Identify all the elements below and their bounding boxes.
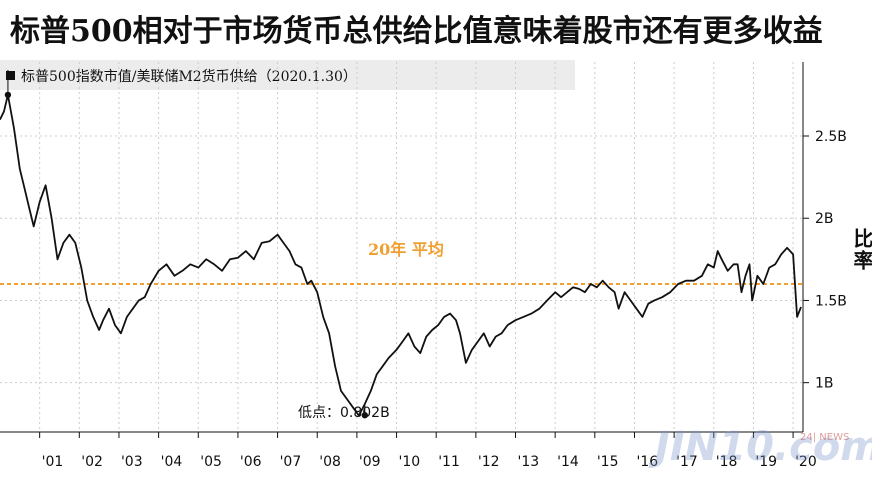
legend-text: 标普500指数市值/美联储M2货币供给（2020.1.30） <box>21 69 357 85</box>
low-point-prefix: 低点： <box>298 405 340 421</box>
x-tick-label: '10 <box>399 454 421 470</box>
x-tick-label: '11 <box>438 454 460 470</box>
x-tick-label: '07 <box>280 454 302 470</box>
y-axis: 1B 1.5B 2B 2.5B <box>802 62 847 432</box>
legend: 标普500指数市值/美联储M2货币供给（2020.1.30） <box>6 66 357 86</box>
y-tick-label: 2B <box>815 211 834 227</box>
watermark-badge: 24| NEWS <box>800 432 850 443</box>
low-point-marker <box>361 412 369 419</box>
x-tick-label: '14 <box>557 454 579 470</box>
low-point-value: 0.802B <box>340 405 390 421</box>
x-tick-label: '12 <box>478 454 500 470</box>
grid-lines <box>0 62 803 432</box>
x-tick-label: '18 <box>716 454 738 470</box>
x-tick-label: '04 <box>161 454 183 470</box>
x-tick-label: '17 <box>676 454 698 470</box>
series-group <box>0 94 802 417</box>
x-tick-label: '08 <box>319 454 341 470</box>
y-tick-label: 1B <box>815 376 834 392</box>
x-tick-label: '01 <box>42 454 64 470</box>
x-tick-label: '13 <box>518 454 540 470</box>
y-tick-label: 2.5B <box>815 129 847 145</box>
x-tick-label: '15 <box>597 454 619 470</box>
x-axis: '01 '02 '03 '04 '05 '06 '07 '08 '09 '10 '11 '12 '13 '… <box>0 431 817 470</box>
legend-bar <box>0 60 575 90</box>
x-tick-label: '02 <box>81 454 103 470</box>
chart-title: 标普500相对于市场货币总供给比值意味着股市还有更多收益 <box>10 14 823 49</box>
y-tick-label: 1.5B <box>815 293 847 309</box>
x-tick-label: '19 <box>755 454 777 470</box>
legend-marker <box>6 71 15 80</box>
x-tick-label: '03 <box>121 454 143 470</box>
series-line <box>0 94 802 417</box>
average-label: 20年 平均 <box>368 240 444 259</box>
x-tick-label: '20 <box>795 454 817 470</box>
watermark-logo: JIN10.com <box>655 424 872 470</box>
x-tick-label: '05 <box>200 454 222 470</box>
marker-group <box>4 70 369 419</box>
low-point-label: 低点：0.802B <box>298 402 390 422</box>
high-point-marker <box>4 91 12 99</box>
x-tick-label: '06 <box>240 454 262 470</box>
y-axis-label: 比率 <box>850 228 872 272</box>
x-tick-label: '16 <box>636 454 658 470</box>
x-tick-label: '09 <box>359 454 381 470</box>
